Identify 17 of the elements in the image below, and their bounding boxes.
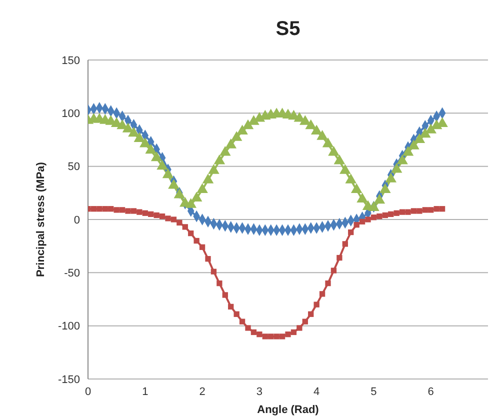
y-tick-label: 50 <box>68 161 80 174</box>
x-tick-label: 6 <box>428 386 434 398</box>
x-tick-label: 0 <box>84 386 92 398</box>
chart-title: S5 <box>274 18 302 41</box>
y-axis-title: Principal stress (MPa) <box>34 162 47 277</box>
x-axis-title: Angle (Rad) <box>257 404 320 416</box>
y-tick-label: -100 <box>58 320 80 333</box>
y-tick-label: -50 <box>64 268 80 280</box>
x-tick-label: 5 <box>370 386 377 398</box>
y-tick-label: 0 <box>74 214 80 226</box>
y-tick-label: -150 <box>58 374 80 386</box>
x-tick-label: 2 <box>199 386 206 398</box>
x-tick-label: 1 <box>142 386 148 398</box>
x-tick-label: 4 <box>314 386 320 398</box>
y-tick-label: 150 <box>62 54 80 67</box>
y-tick-label: 100 <box>62 108 80 120</box>
x-tick-label: 3 <box>256 386 262 398</box>
